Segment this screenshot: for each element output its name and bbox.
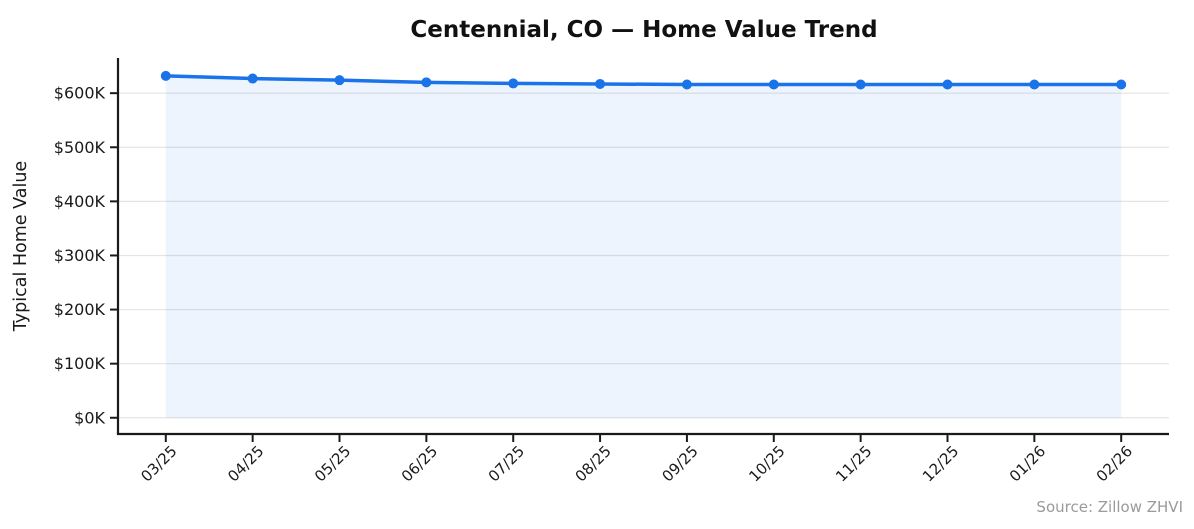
- x-tick-label: 08/25: [572, 442, 615, 485]
- x-tick-label: 03/25: [137, 442, 180, 485]
- data-point-marker: [334, 75, 345, 86]
- x-tick-label: 06/25: [398, 442, 441, 485]
- x-tick-label: 01/26: [1006, 442, 1049, 485]
- x-tick-label: 07/25: [485, 442, 528, 485]
- data-point-marker: [508, 78, 519, 89]
- x-tick-label: 05/25: [311, 442, 354, 485]
- data-point-marker: [421, 77, 432, 88]
- x-tick-label: 02/26: [1093, 442, 1136, 485]
- data-point-marker: [595, 78, 606, 89]
- y-tick-label: $500K: [54, 138, 106, 157]
- y-tick-label: $600K: [54, 84, 106, 103]
- y-tick-label: $400K: [54, 192, 106, 211]
- data-point-marker: [942, 79, 953, 90]
- y-tick-label: $300K: [54, 246, 106, 265]
- data-point-marker: [1029, 79, 1040, 90]
- source-note: Source: Zillow ZHVI: [1036, 498, 1183, 516]
- chart-title: Centennial, CO — Home Value Trend: [410, 17, 877, 43]
- x-tick-label: 12/25: [919, 442, 962, 485]
- x-tick-label: 11/25: [832, 442, 875, 485]
- y-axis-label: Typical Home Value: [11, 161, 31, 332]
- data-point-marker: [160, 70, 171, 81]
- data-point-marker: [855, 79, 866, 90]
- data-point-marker: [247, 73, 258, 84]
- y-tick-label: $200K: [54, 300, 106, 319]
- x-tick-label: 04/25: [224, 442, 267, 485]
- plot-area: $0K $100K $200K $300K $400K $500K $600K 03/25 04…: [54, 58, 1169, 485]
- data-point-marker: [681, 79, 692, 90]
- area-fill: [165, 75, 1122, 418]
- trend-line: [164, 74, 1123, 87]
- data-point-marker: [768, 79, 779, 90]
- data-point-marker: [1116, 79, 1127, 90]
- y-tick-label: $0K: [74, 408, 105, 427]
- y-tick-label: $100K: [54, 354, 106, 373]
- x-tick-label: 10/25: [745, 442, 788, 485]
- x-tick-label: 09/25: [658, 442, 701, 485]
